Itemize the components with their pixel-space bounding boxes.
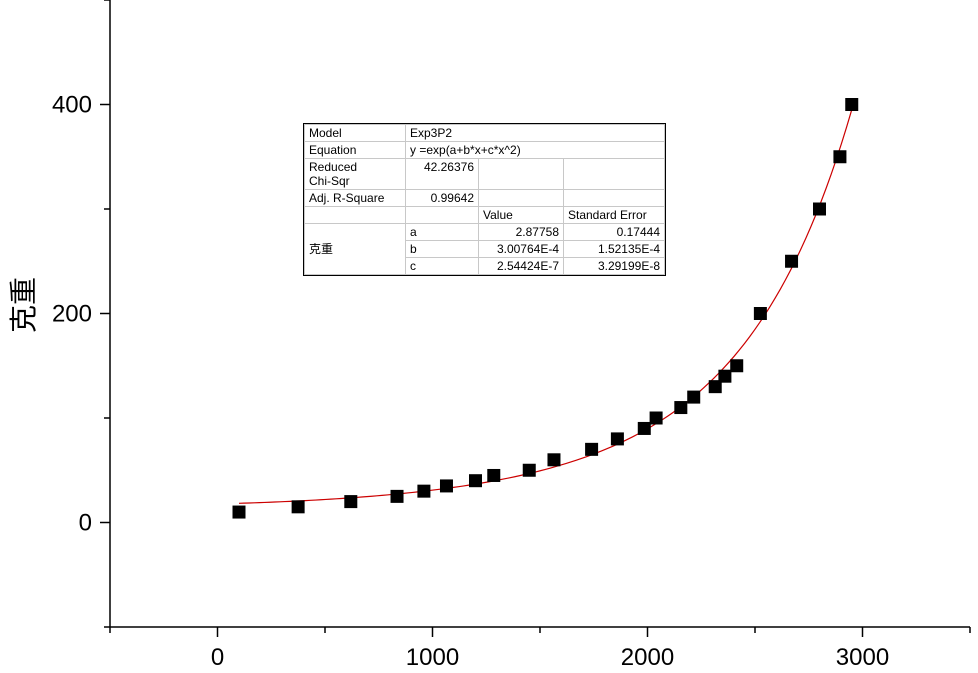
equation-label: Equation <box>304 141 406 159</box>
data-point <box>232 505 246 519</box>
data-point <box>718 369 732 383</box>
data-point <box>610 432 624 446</box>
data-point <box>585 442 599 456</box>
empty-cell <box>405 206 479 224</box>
fit-curve <box>238 109 853 504</box>
data-point <box>522 463 536 477</box>
empty-cell <box>563 189 665 207</box>
data-points <box>232 98 859 519</box>
data-point <box>390 489 404 503</box>
x-tick-label: 2000 <box>621 644 674 671</box>
data-point <box>637 421 651 435</box>
y-tick-label: 0 <box>79 510 92 537</box>
chisq-label-line2: Chi-Sqr <box>309 174 350 188</box>
data-point <box>439 479 453 493</box>
y-tick-label: 200 <box>52 301 92 328</box>
data-point <box>469 474 482 488</box>
axis-labels: 0 1000 2000 3000 0 200 400 克重 <box>7 92 889 672</box>
chisq-label-line1: Reduced <box>309 160 358 174</box>
param-value: 2.87758 <box>478 223 564 241</box>
value-header: Value <box>478 206 564 224</box>
se-header: Standard Error <box>563 206 665 224</box>
y-axis-title: 克重 <box>7 277 40 333</box>
fit-stats-table: Model Exp3P2 Equation y =exp(a+b*x+c*x^2… <box>303 123 666 276</box>
model-label: Model <box>304 124 406 142</box>
param-name: c <box>405 257 479 275</box>
param-se: 1.52135E-4 <box>563 240 665 258</box>
data-point <box>833 150 847 164</box>
data-point <box>547 453 561 467</box>
equation-value: y =exp(a+b*x+c*x^2) <box>405 141 665 159</box>
data-point <box>687 390 701 404</box>
data-point <box>753 307 767 320</box>
x-tick-label: 3000 <box>836 644 889 671</box>
chisq-value: 42.26376 <box>405 158 479 190</box>
data-point <box>417 484 431 498</box>
data-point <box>291 500 305 514</box>
x-tick-label: 0 <box>211 644 224 671</box>
param-se: 0.17444 <box>563 223 665 241</box>
r2-value: 0.99642 <box>405 189 479 207</box>
param-name: a <box>405 223 479 241</box>
param-value: 2.54424E-7 <box>478 257 564 275</box>
data-point <box>487 468 501 482</box>
group-label: 克重 <box>304 223 406 275</box>
param-name: b <box>405 240 479 258</box>
param-se: 3.29199E-8 <box>563 257 665 275</box>
chisq-label: Reduced Chi-Sqr <box>304 158 406 190</box>
data-point <box>813 202 826 216</box>
data-point <box>344 495 358 509</box>
r2-label: Adj. R-Square <box>304 189 406 207</box>
data-point <box>708 380 722 394</box>
empty-cell <box>563 158 665 190</box>
x-tick-label: 1000 <box>406 644 459 671</box>
model-value: Exp3P2 <box>405 124 665 142</box>
empty-cell <box>478 158 564 190</box>
empty-cell <box>304 206 406 224</box>
data-point <box>674 401 688 415</box>
data-point <box>785 254 799 268</box>
fit-curve-layer <box>238 109 853 504</box>
data-point <box>845 98 859 111</box>
data-point <box>649 411 663 425</box>
y-tick-label: 400 <box>52 92 92 119</box>
data-point <box>730 359 744 373</box>
empty-cell <box>478 189 564 207</box>
param-value: 3.00764E-4 <box>478 240 564 258</box>
axes <box>100 0 971 637</box>
